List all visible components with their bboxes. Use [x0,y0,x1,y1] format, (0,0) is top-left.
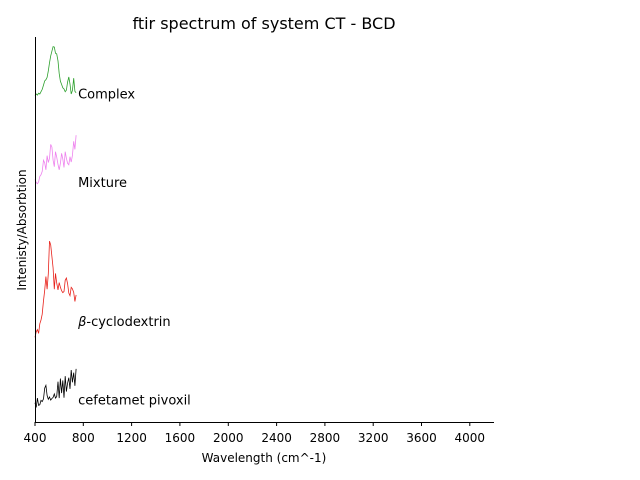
series-annotation-3: cefetamet pivoxil [78,394,191,409]
annotation-symbol: β [77,315,86,330]
series-line-2 [34,135,77,185]
series-annotation-1: Mixture [78,176,127,191]
x-tick-label: 3600 [406,431,437,445]
x-tick-label: 400 [24,431,47,445]
x-tick-label: 4000 [455,431,486,445]
series-line-3 [34,46,77,96]
x-tick-label: 2800 [310,431,341,445]
annotation-text: -cyclodextrin [86,315,170,330]
x-tick-label: 1600 [165,431,196,445]
x-axis-label: Wavelength (cm^-1) [202,451,327,465]
series-annotation-2: β-cyclodextrin [77,315,171,330]
chart-title: ftir spectrum of system CT - BCD [132,14,395,33]
plot-area: Complex Mixture β-cyclodextrin cefetamet pi… [24,37,494,445]
series-annotation-0: Complex [78,88,135,103]
x-tick-label: 1200 [116,431,147,445]
x-tick-label: 3200 [358,431,389,445]
x-tick-label: 2400 [261,431,292,445]
x-tick-layer: 400 800 1200 1600 2000 2400 2800 3200 3600 4000 [24,422,486,445]
x-tick-label: 2000 [213,431,244,445]
series-layer [34,46,77,408]
x-tick-label: 800 [72,431,95,445]
series-line-1 [34,240,77,338]
y-axis-label: Intenisty/Absorbtion [15,169,29,290]
annotation-layer: Complex Mixture β-cyclodextrin cefetamet pi… [77,88,191,409]
series-line-0 [34,368,77,408]
